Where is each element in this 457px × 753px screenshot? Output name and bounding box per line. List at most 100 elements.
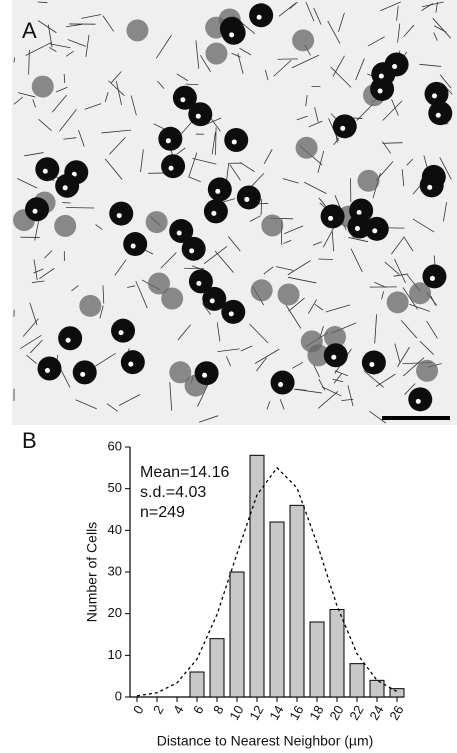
x-tick-label: 20	[326, 703, 346, 723]
cell-dot	[80, 371, 86, 377]
gray-cell	[295, 136, 318, 159]
x-tick-label: 24	[366, 703, 386, 723]
fiber	[33, 259, 38, 281]
fiber	[266, 401, 271, 410]
fiber	[78, 129, 85, 147]
cell-dot	[189, 248, 195, 254]
x-tick-label: 12	[246, 703, 266, 723]
dark-cell	[428, 101, 453, 126]
fiber	[317, 391, 339, 409]
fiber	[95, 224, 103, 230]
fiber	[289, 1, 298, 9]
fiber	[282, 178, 299, 184]
fiber	[285, 304, 302, 329]
fiber	[318, 258, 333, 260]
fiber	[101, 129, 132, 134]
dark-cell	[422, 264, 447, 289]
fiber	[294, 388, 322, 394]
y-tick-label: 20	[108, 605, 122, 620]
fiber	[254, 348, 280, 364]
cell-dot	[118, 330, 124, 336]
fiber	[114, 259, 127, 276]
fiber	[403, 24, 415, 37]
fiber	[176, 73, 189, 82]
y-tick-label: 60	[108, 438, 122, 453]
fiber	[37, 20, 57, 34]
cell-dot	[244, 196, 250, 202]
fiber	[188, 152, 198, 178]
fiber	[332, 55, 345, 77]
cell-dot	[231, 139, 237, 145]
fiber	[49, 47, 57, 52]
fiber	[55, 86, 68, 93]
fiber	[433, 32, 438, 41]
gray-cell	[147, 272, 170, 295]
fiber	[156, 35, 172, 59]
fiber	[49, 43, 71, 49]
dark-cell	[361, 350, 386, 375]
dark-cell	[221, 299, 246, 324]
fiber	[202, 303, 211, 315]
x-tick-label: 2	[150, 703, 167, 717]
fiber	[263, 149, 273, 164]
gray-cell	[261, 214, 284, 237]
y-tick-label: 40	[108, 522, 122, 537]
cell-dot	[415, 398, 421, 404]
panel-label: A	[22, 18, 37, 43]
x-tick-label: 26	[386, 703, 406, 723]
fiber	[347, 385, 354, 407]
micrograph	[12, 0, 457, 425]
bar	[329, 609, 345, 698]
fiber	[214, 250, 234, 273]
fiber	[317, 150, 325, 173]
fiber	[391, 99, 399, 116]
fiber	[135, 280, 148, 309]
cell-dot	[340, 125, 346, 131]
fiber	[321, 386, 342, 397]
x-tick-label: 16	[286, 703, 306, 723]
fiber	[374, 314, 377, 344]
fiber	[256, 357, 267, 372]
fiber	[350, 248, 363, 272]
fiber	[397, 347, 410, 368]
fiber	[260, 198, 263, 215]
dark-cell	[408, 387, 433, 412]
fiber	[33, 268, 44, 274]
fiber	[292, 361, 304, 369]
gray-cell	[307, 344, 330, 367]
dark-cell	[55, 173, 80, 198]
fiber	[330, 66, 352, 88]
fiber	[29, 339, 43, 354]
gray-cell	[161, 287, 184, 310]
fiber	[102, 285, 105, 304]
cell-dot	[369, 361, 375, 367]
fiber	[81, 14, 102, 19]
dark-cell	[224, 128, 249, 153]
cell-dot	[130, 243, 136, 249]
dark-cell	[35, 157, 60, 182]
cell-dot	[202, 372, 208, 378]
y-axis-label: Number of Cells	[84, 522, 100, 622]
y-tick-label: 50	[108, 480, 122, 495]
fiber	[65, 23, 83, 28]
cell-dot	[331, 354, 337, 360]
dark-cell	[111, 318, 136, 343]
fiber	[384, 261, 400, 275]
fiber	[240, 162, 255, 173]
fiber	[432, 17, 452, 39]
fiber	[333, 373, 342, 384]
bar	[309, 621, 325, 698]
fiber	[401, 169, 405, 187]
fiber	[391, 236, 405, 255]
fiber	[17, 92, 36, 98]
fiber	[231, 52, 241, 58]
fiber	[44, 250, 53, 259]
fiber	[380, 1, 401, 11]
fiber	[419, 63, 442, 67]
fiber	[426, 320, 438, 339]
fiber	[32, 99, 36, 108]
fiber	[198, 415, 219, 423]
x-tick-label: 0	[130, 703, 147, 717]
fiber	[249, 173, 265, 189]
